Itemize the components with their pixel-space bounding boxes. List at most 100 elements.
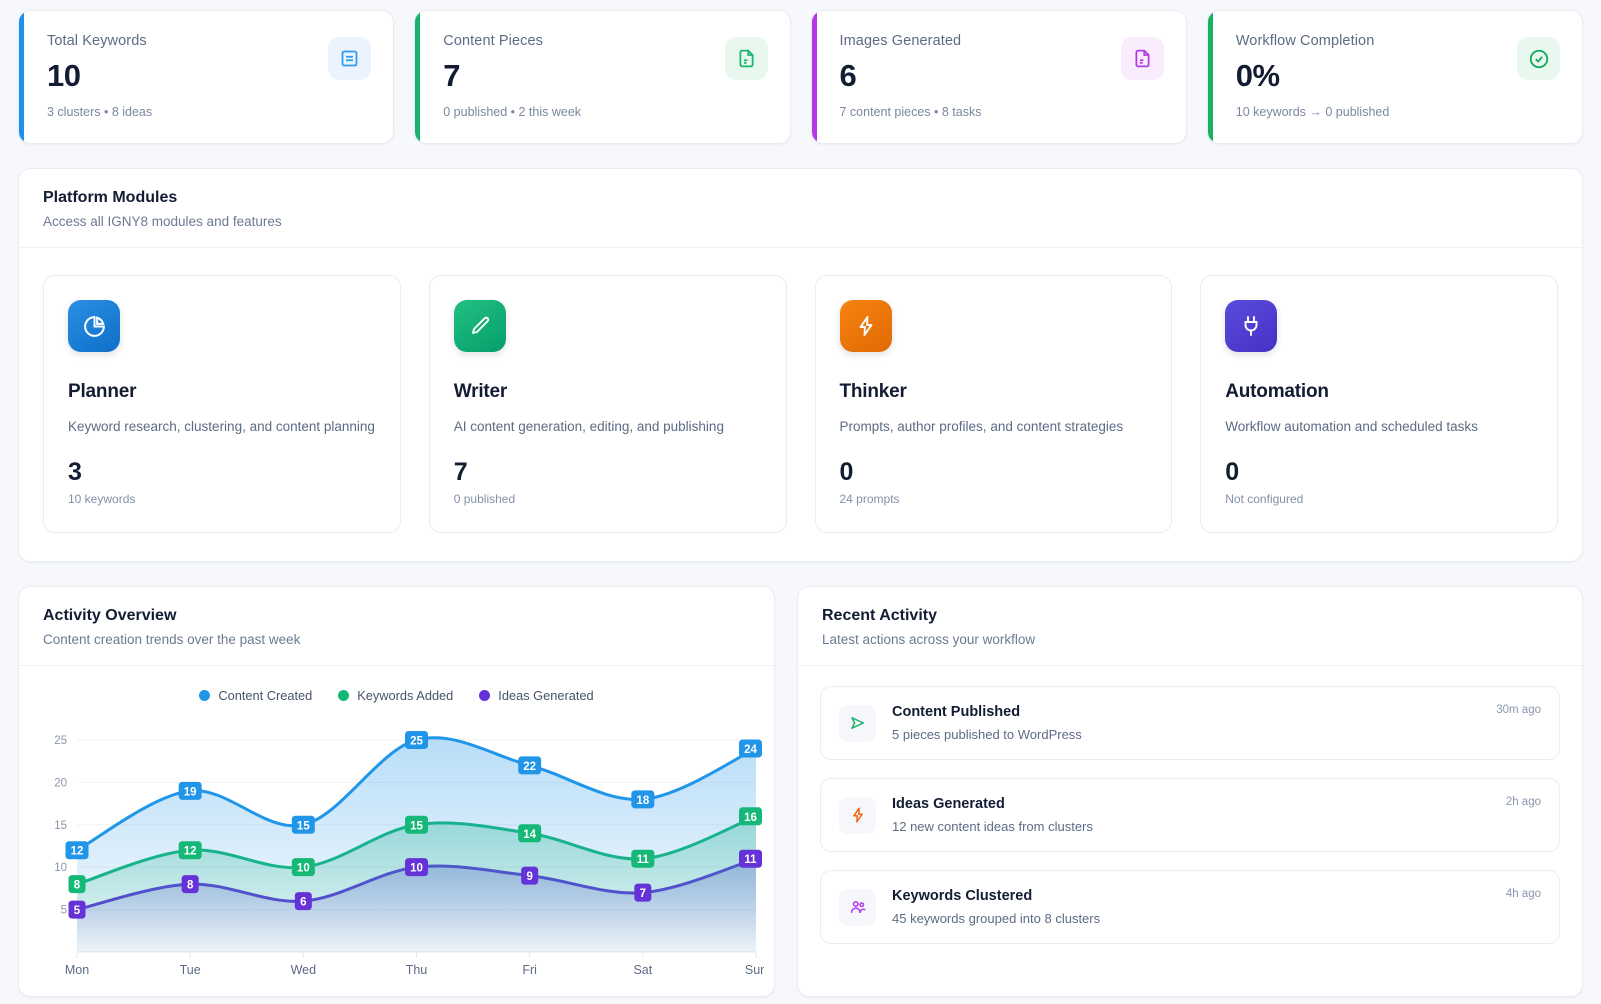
page-title: Platform Modules <box>43 189 178 206</box>
module-card-thinker[interactable]: Thinker Prompts, author profiles, and co… <box>814 275 1173 533</box>
legend-item-2[interactable]: Ideas Generated <box>479 688 594 703</box>
chart-legend: Content Created Keywords Added Ideas Gener… <box>29 678 764 709</box>
list-item-title: Keywords Clustered <box>892 888 1033 904</box>
file-image-icon <box>1120 37 1164 80</box>
recent-activity-header: Recent Activity Latest actions across yo… <box>798 587 1582 666</box>
stat-value: 6 <box>839 58 857 93</box>
svg-text:14: 14 <box>523 829 536 841</box>
list-item-desc: 5 pieces published to WordPress <box>892 727 1082 742</box>
y-tick-label: 25 <box>54 735 67 747</box>
svg-text:9: 9 <box>526 871 532 883</box>
module-card-automation[interactable]: Automation Workflow automation and sched… <box>1200 275 1558 533</box>
activity-overview-panel: Activity Overview Content creation trend… <box>18 586 775 997</box>
data-point-label: 7 <box>634 883 652 902</box>
data-point-label: 5 <box>68 900 86 919</box>
list-item-desc: 45 keywords grouped into 8 clusters <box>892 911 1101 926</box>
list-item-title: Content Published <box>892 704 1021 720</box>
data-point-label: 10 <box>405 858 428 877</box>
legend-item-1[interactable]: Keywords Added <box>338 688 453 703</box>
module-meta: 0 published <box>453 491 516 506</box>
svg-text:12: 12 <box>184 846 197 858</box>
svg-text:15: 15 <box>297 820 310 832</box>
file-text-icon <box>724 37 768 80</box>
recent-activity-title: Recent Activity <box>822 607 937 624</box>
x-tick-label: Sun <box>745 963 764 977</box>
list-item-desc: 12 new content ideas from clusters <box>892 819 1093 834</box>
module-description: Workflow automation and scheduled tasks <box>1225 419 1478 434</box>
data-point-label: 10 <box>291 858 315 877</box>
legend-label: Content Created <box>218 688 313 703</box>
data-point-label: 14 <box>518 824 542 843</box>
plug-icon <box>1225 300 1278 352</box>
stat-sub: 7 content pieces • 8 tasks <box>839 105 982 119</box>
x-tick-label: Fri <box>522 963 537 977</box>
svg-text:22: 22 <box>523 761 536 773</box>
module-description: Prompts, author profiles, and content st… <box>839 419 1124 434</box>
stat-value: 10 <box>47 58 81 93</box>
svg-text:5: 5 <box>74 905 81 917</box>
pencil-icon <box>453 300 506 352</box>
svg-text:18: 18 <box>636 795 649 807</box>
stat-card-content-pieces[interactable]: Content Pieces 7 0 published • 2 this we… <box>414 10 791 144</box>
list-item[interactable]: Ideas Generated 12 new content ideas fro… <box>820 778 1560 852</box>
recent-activity-subtitle: Latest actions across your workflow <box>822 632 1036 647</box>
users-icon <box>839 888 876 926</box>
activity-overview-subtitle: Content creation trends over the past we… <box>43 632 301 647</box>
data-point-label: 8 <box>68 875 86 894</box>
stat-label: Total Keywords <box>47 33 147 49</box>
data-point-label: 12 <box>178 841 202 860</box>
data-point-label: 18 <box>631 790 655 809</box>
legend-label: Keywords Added <box>357 688 454 703</box>
svg-text:11: 11 <box>744 854 757 866</box>
stat-card-total-keywords[interactable]: Total Keywords 10 3 clusters • 8 ideas <box>18 10 395 144</box>
data-point-label: 25 <box>405 730 428 749</box>
module-count: 3 <box>68 457 82 486</box>
stat-card-images-generated[interactable]: Images Generated 6 7 content pieces • 8 … <box>810 10 1187 144</box>
stat-card-workflow-completion[interactable]: Workflow Completion 0% 10 keywords → 0 p… <box>1206 10 1583 144</box>
svg-text:7: 7 <box>640 888 646 900</box>
list-item-title: Ideas Generated <box>892 796 1005 812</box>
data-point-label: 15 <box>405 815 428 834</box>
data-point-label: 11 <box>739 849 762 868</box>
stat-value: 0% <box>1235 58 1280 93</box>
timestamp: 4h ago <box>1505 888 1541 900</box>
module-card-planner[interactable]: Planner Keyword research, clustering, an… <box>43 275 401 533</box>
data-point-label: 24 <box>739 739 762 758</box>
y-tick-label: 5 <box>61 905 67 917</box>
pie-chart-icon <box>68 300 120 352</box>
accent-bar <box>1207 11 1213 143</box>
legend-dot <box>479 690 491 701</box>
x-tick-label: Tue <box>180 963 201 977</box>
list-item[interactable]: Keywords Clustered 45 keywords grouped i… <box>820 870 1560 944</box>
module-meta: 24 prompts <box>839 491 900 506</box>
list-item-text: Keywords Clustered 45 keywords grouped i… <box>892 888 1541 926</box>
data-point-label: 8 <box>181 875 199 894</box>
module-description: Keyword research, clustering, and conten… <box>68 419 375 434</box>
x-tick-label: Wed <box>291 963 317 977</box>
recent-activity-list: Content Published 5 pieces published to … <box>798 666 1582 964</box>
svg-text:19: 19 <box>184 786 197 798</box>
legend-item-0[interactable]: Content Created <box>199 688 312 703</box>
data-point-label: 15 <box>291 815 315 834</box>
platform-modules-subtitle: Access all IGNY8 modules and features <box>43 214 282 229</box>
svg-text:10: 10 <box>410 863 423 875</box>
modules-grid: Planner Keyword research, clustering, an… <box>19 248 1582 561</box>
module-name: Automation <box>1225 381 1329 402</box>
x-tick-label: Thu <box>406 963 428 977</box>
legend-dot <box>338 690 350 701</box>
timestamp: 30m ago <box>1496 704 1541 716</box>
activity-chart: Content Created Keywords Added Ideas Gener… <box>19 666 774 996</box>
svg-text:11: 11 <box>637 854 650 866</box>
y-tick-label: 10 <box>54 862 67 874</box>
module-meta: 10 keywords <box>68 491 136 506</box>
timestamp: 2h ago <box>1505 796 1541 808</box>
svg-text:15: 15 <box>410 820 423 832</box>
platform-modules-panel: Platform Modules Access all IGNY8 module… <box>18 168 1583 562</box>
list-item[interactable]: Content Published 5 pieces published to … <box>820 686 1560 760</box>
module-card-writer[interactable]: Writer AI content generation, editing, a… <box>428 275 787 533</box>
stat-sub: 3 clusters • 8 ideas <box>47 105 153 119</box>
module-count: 0 <box>839 457 854 486</box>
svg-text:8: 8 <box>74 880 81 892</box>
platform-modules-header: Platform Modules Access all IGNY8 module… <box>19 169 1582 248</box>
